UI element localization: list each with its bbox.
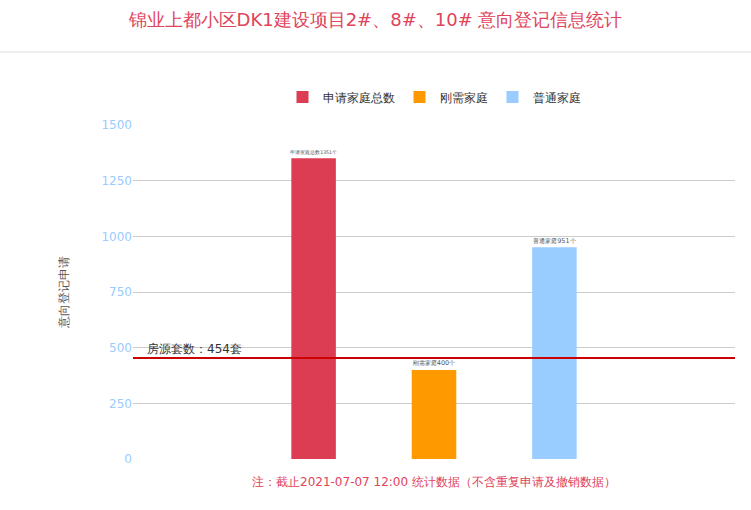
- svg-text:注：截止2021-07-07 12:00 统计数据（不含重复: 注：截止2021-07-07 12:00 统计数据（不含重复申请及撤销数据）: [252, 475, 616, 489]
- svg-text:1250: 1250: [101, 174, 132, 188]
- svg-text:房源套数：454套: 房源套数：454套: [147, 342, 242, 356]
- svg-text:750: 750: [109, 285, 132, 299]
- svg-text:意向登记申请: 意向登记申请: [57, 256, 71, 329]
- svg-text:刚需家庭: 刚需家庭: [440, 91, 488, 105]
- svg-text:刚需家庭400个: 刚需家庭400个: [413, 359, 455, 367]
- svg-text:1500: 1500: [101, 118, 132, 132]
- svg-text:普通家庭951个: 普通家庭951个: [533, 237, 575, 245]
- svg-text:申请家庭总数1351个: 申请家庭总数1351个: [290, 149, 337, 155]
- svg-text:500: 500: [109, 341, 132, 355]
- svg-text:1000: 1000: [101, 230, 132, 244]
- svg-text:250: 250: [109, 397, 132, 411]
- svg-text:0: 0: [124, 452, 132, 466]
- svg-text:申请家庭总数: 申请家庭总数: [323, 91, 395, 105]
- svg-text:普通家庭: 普通家庭: [533, 91, 581, 105]
- svg-text:锦业上都小区DK1建设项目2#、8#、10# 意向登记信息统: 锦业上都小区DK1建设项目2#、8#、10# 意向登记信息统计: [128, 9, 623, 30]
